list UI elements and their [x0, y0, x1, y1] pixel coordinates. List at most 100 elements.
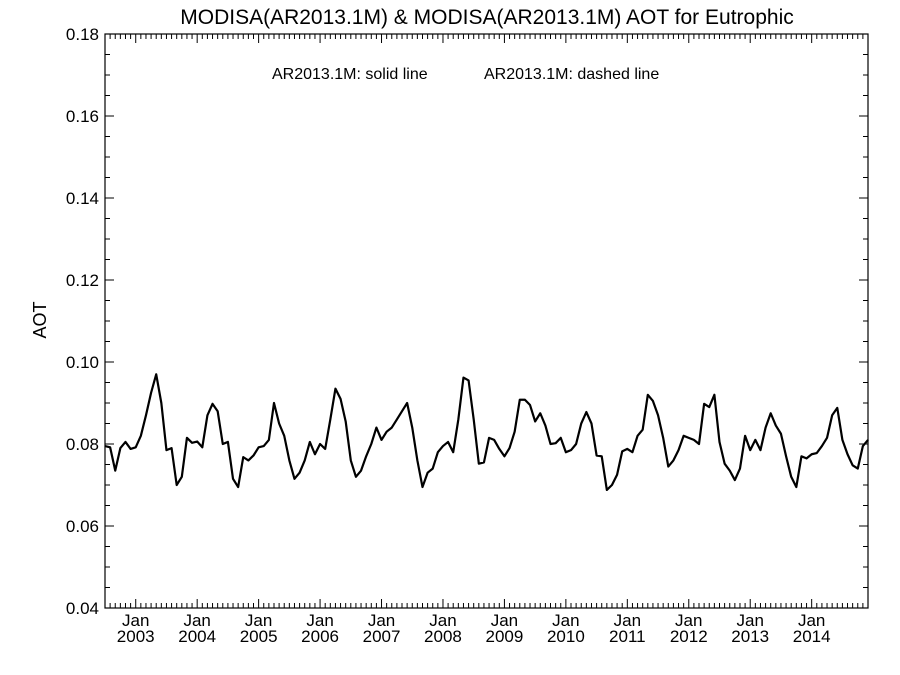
- data-point: [345, 420, 347, 423]
- y-axis: 0.04 0.06 0.08 0.10 0.12 0.14 0.16 0.18: [66, 25, 868, 618]
- data-point: [575, 443, 577, 445]
- x-tick-label-month: Jan: [122, 611, 149, 630]
- data-point: [365, 455, 367, 457]
- data-point: [237, 486, 239, 488]
- data-point: [493, 439, 495, 441]
- data-point: [683, 435, 685, 437]
- data-point: [355, 476, 357, 478]
- data-point: [252, 454, 255, 457]
- data-point: [688, 437, 690, 439]
- data-point: [698, 443, 700, 445]
- data-point: [857, 468, 859, 470]
- data-point: [544, 424, 546, 427]
- data-point: [432, 468, 434, 470]
- data-point: [724, 463, 726, 465]
- data-point: [130, 448, 132, 450]
- x-axis: Jan2003Jan2004Jan2005Jan2006Jan2007Jan20…: [104, 34, 869, 646]
- series-layer: [104, 373, 869, 492]
- data-point: [416, 459, 418, 461]
- data-point: [206, 414, 209, 416]
- data-point: [124, 441, 127, 443]
- data-point: [718, 441, 721, 443]
- data-point: [601, 455, 603, 457]
- data-point: [447, 441, 449, 443]
- data-point: [309, 441, 311, 443]
- data-point: [247, 459, 249, 461]
- data-point: [657, 414, 659, 416]
- data-point: [539, 412, 541, 414]
- data-point: [227, 441, 229, 443]
- data-point: [565, 451, 567, 453]
- x-tick-label-month: Jan: [614, 611, 641, 630]
- data-point: [626, 448, 628, 450]
- data-point: [411, 427, 413, 429]
- data-point: [109, 446, 111, 448]
- data-point: [488, 437, 490, 439]
- data-point: [524, 399, 526, 401]
- data-point: [140, 435, 142, 437]
- data-point: [616, 474, 618, 476]
- data-point: [852, 464, 854, 466]
- x-tick-label-year: 2004: [178, 627, 216, 646]
- plot-frame: [104, 33, 869, 609]
- data-point: [631, 451, 634, 453]
- data-point: [534, 420, 536, 423]
- data-point: [713, 394, 715, 396]
- data-point: [293, 478, 296, 480]
- chart-title: MODISA(AR2013.1M) & MODISA(AR2013.1M) AO…: [180, 6, 793, 29]
- data-point: [170, 447, 173, 449]
- data-point: [114, 470, 116, 472]
- data-point: [196, 440, 198, 443]
- x-tick-label-year: 2013: [731, 627, 769, 646]
- y-tick-label: 0.14: [66, 189, 99, 208]
- data-point: [841, 439, 844, 441]
- x-tick-label-year: 2005: [240, 627, 278, 646]
- y-axis-label: AOT: [30, 301, 50, 338]
- y-tick-label: 0.10: [66, 353, 99, 372]
- data-point: [780, 433, 782, 435]
- data-point: [421, 486, 424, 488]
- data-point: [319, 443, 321, 445]
- data-point: [304, 459, 306, 461]
- data-point: [811, 453, 813, 455]
- series-line-solid: [104, 373, 869, 492]
- x-tick-label-month: Jan: [368, 611, 395, 630]
- data-point: [831, 414, 833, 416]
- data-point: [729, 470, 731, 472]
- data-point: [478, 463, 480, 465]
- data-point: [652, 400, 654, 402]
- y-tick-label: 0.06: [66, 517, 99, 536]
- data-point: [160, 402, 162, 404]
- data-point: [401, 410, 403, 412]
- data-point: [596, 454, 598, 457]
- data-point: [191, 442, 193, 444]
- data-point: [324, 448, 326, 450]
- data-point: [181, 476, 183, 478]
- data-point: [821, 445, 823, 447]
- data-point: [693, 439, 695, 441]
- data-point: [268, 439, 270, 441]
- x-tick-label-year: 2010: [547, 627, 585, 646]
- data-point: [457, 418, 459, 420]
- data-point: [201, 446, 203, 448]
- data-point: [370, 443, 372, 445]
- data-point: [329, 418, 331, 420]
- data-point: [754, 439, 756, 441]
- data-point: [642, 429, 644, 431]
- data-point: [555, 442, 557, 444]
- data-point: [816, 452, 818, 454]
- data-point: [442, 445, 444, 447]
- data-point: [437, 451, 439, 453]
- x-tick-label-year: 2006: [301, 627, 339, 646]
- data-point: [278, 422, 280, 425]
- data-point: [862, 445, 864, 447]
- data-point: [759, 449, 762, 451]
- data-point: [334, 388, 337, 390]
- x-tick-label-month: Jan: [737, 611, 764, 630]
- data-point: [749, 449, 751, 451]
- data-point: [503, 455, 506, 457]
- data-point: [288, 459, 290, 461]
- data-point: [708, 406, 710, 408]
- data-point: [427, 472, 429, 474]
